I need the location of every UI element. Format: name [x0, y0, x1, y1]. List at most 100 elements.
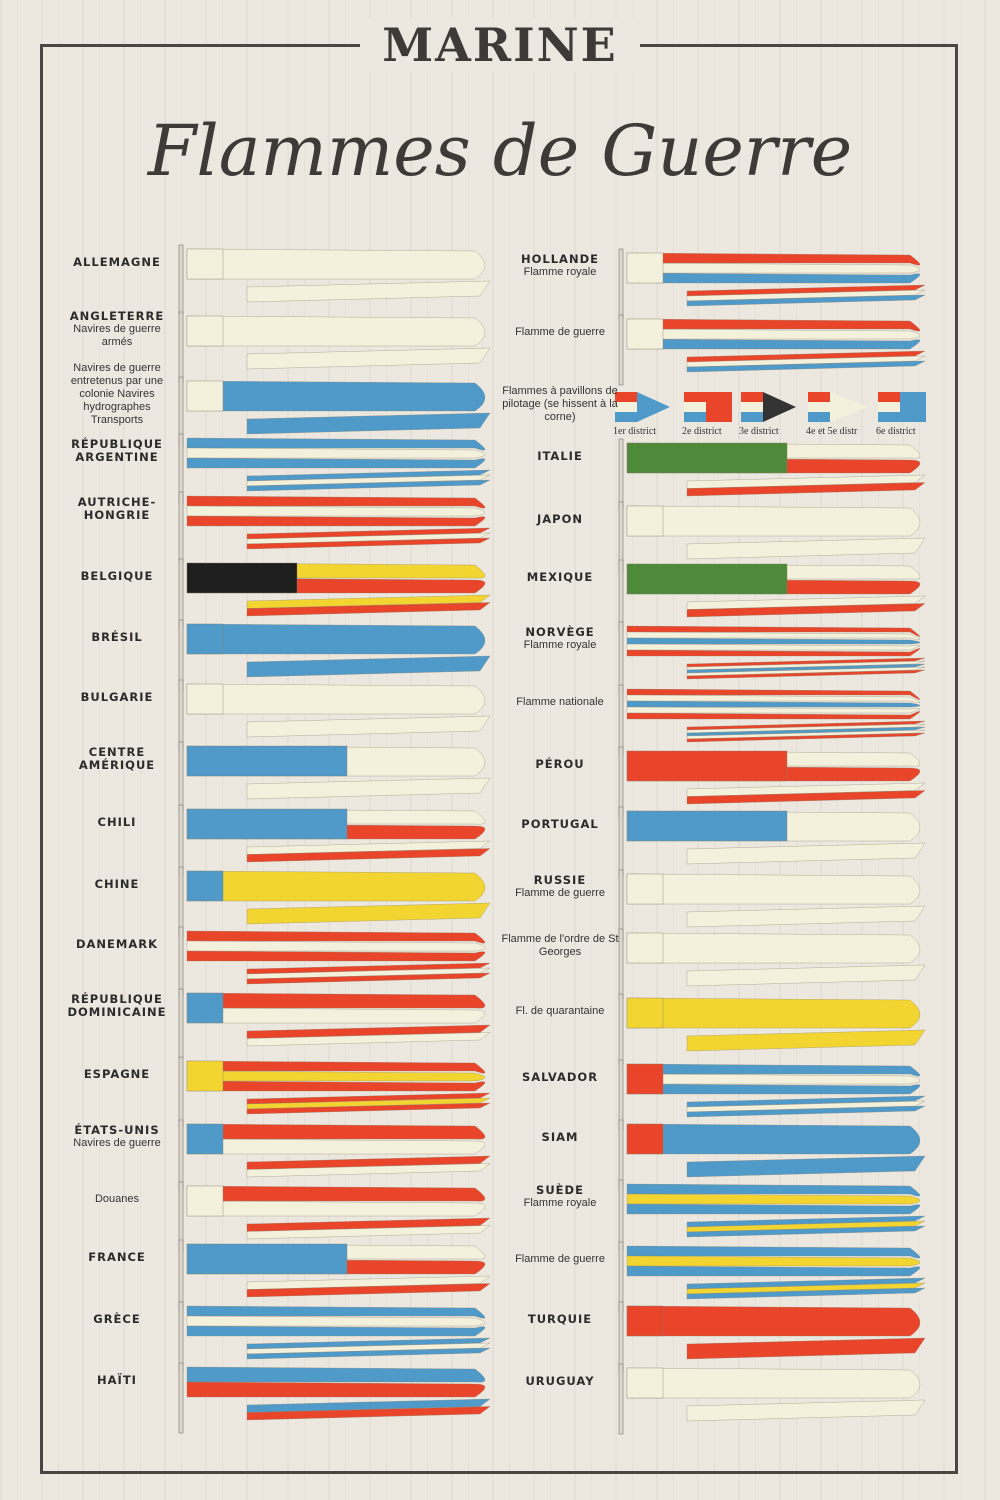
pennant-tail-stripe [686, 790, 926, 805]
pennant-tail-stripe [246, 602, 491, 617]
country-name: PÉROU [535, 756, 585, 771]
pilot-district-label: 3e district [739, 426, 779, 437]
pennant-fly-stripe [626, 643, 921, 651]
pennant-fly-stripe [626, 262, 921, 274]
pennant-fly-stripe [186, 505, 486, 517]
pennant-fly-stripe [626, 688, 921, 700]
label-left: BULGARIE [57, 689, 177, 704]
pennant-fly-stripe [626, 706, 921, 714]
pennant-type: Flamme nationale [516, 695, 604, 708]
pilot-district-label: 1er district [613, 426, 657, 437]
pilot-flag-field [900, 392, 926, 422]
pennant-type: Flamme de l'ordre de St Georges [501, 933, 619, 958]
pilot-flag-stripe [878, 412, 900, 422]
country-name: PORTUGAL [521, 816, 599, 831]
halyard-pole [178, 244, 184, 316]
pennant-tail-stripe [686, 360, 926, 373]
pennant-type: Navires de guerre entretenus par une col… [70, 361, 164, 426]
pennant-fly-stripe [626, 1265, 921, 1277]
halyard-pole [178, 1301, 184, 1373]
pennant-fly-stripe [186, 1123, 486, 1140]
country-name: BULGARIE [80, 689, 154, 704]
pennant-fly-stripe [186, 1200, 486, 1217]
pennant-fly-stripe [186, 1185, 486, 1202]
pennant-fly-stripe [626, 637, 921, 645]
pennant-fly-stripe [186, 1325, 486, 1337]
pennant-hoist [626, 1123, 664, 1155]
label-right: PÉROU [500, 756, 620, 771]
label-right: SUÈDE Flamme royale [500, 1184, 620, 1210]
pennant-tail-stripe [246, 1032, 491, 1047]
halyard-pole [178, 558, 184, 630]
pilot-flag-field [706, 392, 732, 422]
country-name: ÉTATS-UNIS [74, 1123, 160, 1137]
pennant-hoist [186, 1060, 224, 1092]
label-left: BELGIQUE [57, 569, 177, 583]
pennant-tail-stripe [246, 280, 491, 303]
country-name: DANEMARK [75, 936, 159, 951]
pennant-tail-stripe [246, 655, 491, 678]
label-right: MEXIQUE [500, 569, 620, 584]
pennant-fly-stripe [186, 1070, 486, 1082]
pennant-hoist [626, 318, 664, 350]
country-name: URUGUAY [525, 1373, 595, 1388]
pennant-tail-stripe [246, 1225, 491, 1240]
country-name: ITALIE [537, 448, 583, 463]
pilot-district-label: 6e district [876, 426, 916, 437]
pennant-left [178, 1239, 491, 1311]
pennant-tail-stripe [246, 972, 491, 985]
pennant-fly-stripe [626, 252, 921, 266]
pennant-fly-stripe [626, 318, 921, 332]
pennant-fly-stripe [186, 380, 486, 412]
pennant-type: Flamme royale [523, 639, 597, 651]
pennant-fly-stripe [626, 932, 921, 964]
pennant-hoist [186, 1123, 224, 1155]
halyard-pole [178, 1119, 184, 1191]
pennant-hoist [626, 442, 788, 474]
pennant-fly-stripe [186, 457, 486, 469]
pilot-flag-stripe [615, 412, 637, 422]
pennant-fly-stripe [626, 700, 921, 708]
pennant-fly-stripe [186, 447, 486, 459]
halyard-pole [618, 314, 624, 386]
label-left: ANGLETERRE Navires de guerre armés [57, 309, 177, 349]
country-name: NORVÈGE [525, 625, 595, 639]
pilot-flag-stripe [808, 392, 830, 402]
pennant-fly-stripe [626, 338, 921, 350]
pennant-tail-stripe [686, 537, 926, 560]
pilot-flag-stripe [615, 402, 637, 412]
pennant-right [618, 1119, 926, 1191]
label-left: AUTRICHE-HONGRIE [57, 496, 177, 522]
pennant-left [178, 1301, 491, 1373]
pennant-right [618, 1241, 926, 1313]
pilot-flag [684, 392, 732, 422]
pennant-hoist [626, 997, 664, 1029]
label-right: HOLLANDE Flamme royale [500, 253, 620, 279]
pennant-fly-stripe [626, 1305, 921, 1337]
pennant-tail-stripe [686, 1029, 926, 1052]
country-name: SUÈDE [536, 1183, 584, 1197]
pennant-hoist [626, 750, 788, 782]
pilot-flag-stripe [615, 392, 637, 402]
pennant-tail-stripe [686, 905, 926, 928]
label-left: ALLEMAGNE [57, 255, 177, 269]
pennant-fly-stripe [626, 1123, 921, 1155]
country-name: CHINE [94, 876, 140, 891]
pennant-right [618, 559, 926, 631]
pennant-hoist [186, 380, 224, 412]
country-name: BRÉSIL [91, 629, 143, 644]
pennant-hoist [626, 810, 788, 842]
pennant-left [178, 866, 491, 938]
halyard-pole [178, 1056, 184, 1128]
pennant-fly-stripe [186, 683, 486, 715]
halyard-pole [178, 619, 184, 691]
pennant-fly-stripe [626, 1193, 921, 1205]
pennant-left [178, 1362, 491, 1434]
label-left: Douanes [57, 1193, 177, 1206]
pennant-hoist [186, 248, 224, 280]
pilot-flag-stripe [741, 392, 763, 402]
pennant-tail-stripe [686, 1399, 926, 1422]
country-name: MEXIQUE [526, 569, 594, 584]
pennant-tail-stripe [686, 603, 926, 618]
